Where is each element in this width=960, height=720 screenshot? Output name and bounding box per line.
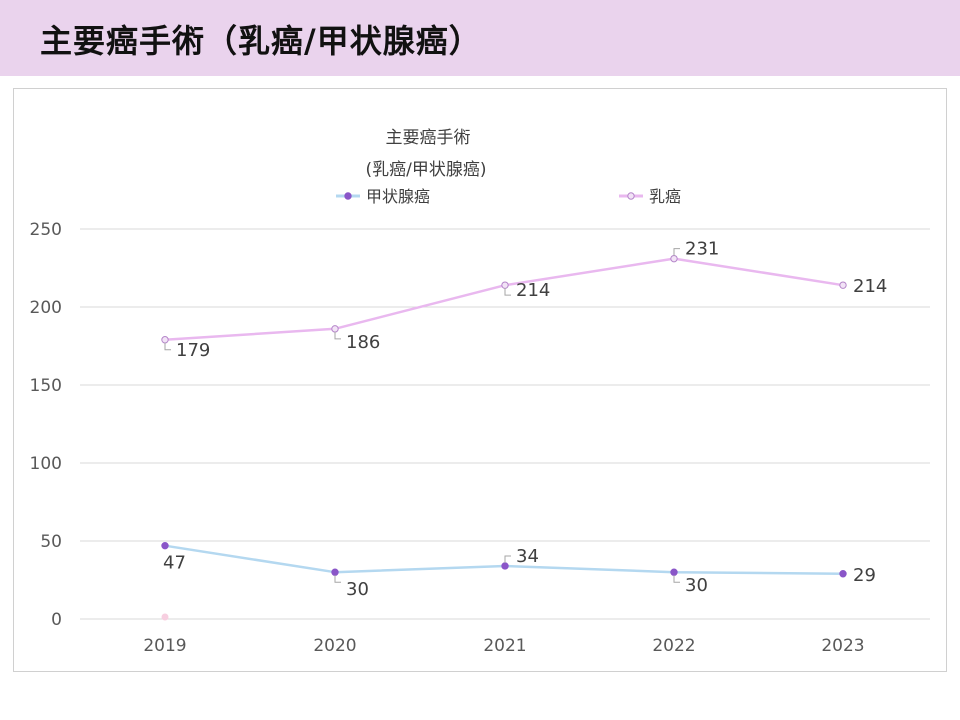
data-point — [501, 281, 509, 289]
y-tick-label: 250 — [30, 220, 62, 240]
data-point — [670, 254, 678, 263]
x-tick-label: 2022 — [652, 636, 695, 656]
chart-frame — [13, 88, 947, 672]
y-tick-label: 150 — [30, 376, 62, 396]
page-title: 主要癌手術（乳癌/甲状腺癌） — [40, 22, 482, 60]
label-leader — [504, 288, 511, 296]
data-label: 34 — [516, 546, 539, 567]
data-label: 186 — [346, 332, 380, 353]
origin-dot — [161, 613, 169, 621]
label-leader — [673, 575, 680, 583]
series-breast: 179 186 214 231 214 — [161, 239, 887, 361]
data-point — [161, 336, 169, 344]
label-leader — [504, 555, 511, 563]
series-group: 47 30 34 30 29 179 186 214 231 214 — [161, 239, 887, 621]
legend-marker — [344, 192, 352, 200]
legend-label: 乳癌 — [649, 187, 681, 206]
data-label: 47 — [163, 553, 186, 574]
legend: 甲状腺癌 乳癌 — [336, 187, 681, 206]
series-line — [164, 257, 844, 342]
data-point — [501, 562, 509, 570]
y-axis-labels: 0 50 100 150 200 250 — [30, 220, 62, 630]
legend-item: 乳癌 — [619, 187, 681, 206]
data-point — [331, 325, 339, 333]
data-point — [839, 281, 847, 289]
chart-subtitle: (乳癌/甲状腺癌) — [366, 160, 487, 180]
label-leader — [164, 342, 171, 351]
chart-title: 主要癌手術 — [386, 128, 471, 148]
header-bar: 主要癌手術（乳癌/甲状腺癌） — [0, 0, 960, 76]
gridlines — [80, 228, 930, 620]
x-tick-label: 2020 — [313, 636, 356, 656]
y-tick-label: 50 — [40, 532, 62, 552]
data-point — [331, 568, 339, 576]
y-tick-label: 100 — [30, 454, 62, 474]
x-tick-label: 2019 — [143, 636, 186, 656]
data-label: 30 — [685, 575, 708, 596]
data-label: 30 — [346, 579, 369, 600]
legend-marker — [627, 192, 635, 200]
x-tick-label: 2023 — [821, 636, 864, 656]
x-tick-label: 2021 — [483, 636, 526, 656]
series-line — [164, 544, 844, 576]
label-leader — [334, 331, 341, 340]
x-axis-labels: 2019 2020 2021 2022 2023 — [143, 636, 864, 656]
data-label: 179 — [176, 340, 210, 361]
data-point — [839, 570, 847, 578]
data-label: 214 — [516, 280, 550, 301]
data-point — [670, 568, 678, 576]
legend-label: 甲状腺癌 — [366, 187, 430, 206]
y-tick-label: 200 — [30, 298, 62, 318]
label-leader — [673, 248, 680, 256]
label-leader — [334, 575, 341, 583]
data-label: 231 — [685, 239, 719, 260]
data-label: 29 — [853, 565, 876, 586]
y-tick-label: 0 — [51, 610, 62, 630]
data-label: 214 — [853, 276, 887, 297]
data-point — [161, 541, 169, 550]
series-thyroid: 47 30 34 30 29 — [161, 541, 876, 600]
legend-item: 甲状腺癌 — [336, 187, 430, 206]
